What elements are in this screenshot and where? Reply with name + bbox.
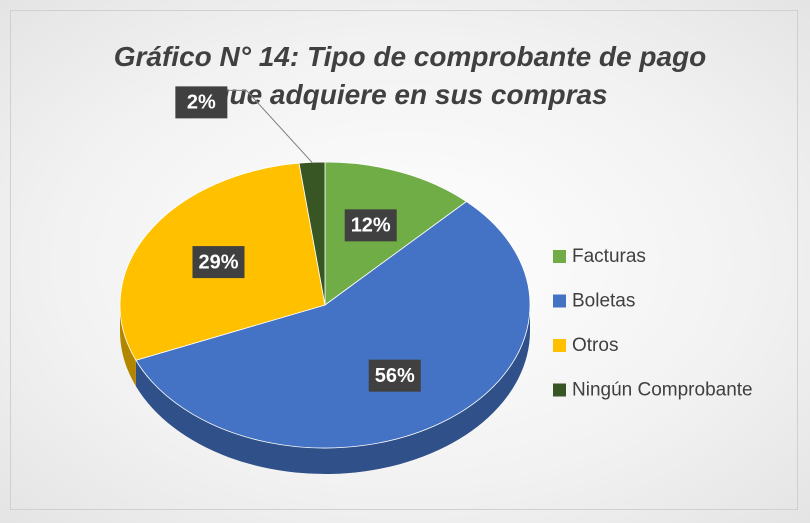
data-label: 12% [351, 215, 391, 237]
legend-swatch [553, 250, 566, 263]
data-label-box [192, 246, 245, 279]
chart-frame [10, 10, 798, 510]
data-label-box [368, 359, 421, 392]
legend-label: Boletas [572, 291, 635, 312]
data-label-box [344, 209, 397, 242]
leader-line [226, 89, 313, 163]
data-label: 56% [375, 365, 415, 387]
legend-label: Ningún Comprobante [572, 380, 753, 401]
legend-swatch [553, 294, 566, 308]
data-label: 2% [187, 92, 216, 114]
data-label-box [175, 86, 228, 119]
legend-label: Otros [572, 335, 618, 356]
legend-swatch [553, 383, 566, 397]
pie-side [120, 305, 136, 387]
legend-label: Facturas [572, 246, 646, 267]
pie-side [135, 305, 531, 474]
chart-title: Gráfico N° 14: Tipo de comprobante de pa… [113, 41, 707, 110]
data-label: 29% [198, 251, 238, 273]
legend-swatch [553, 339, 566, 352]
pie-slice [135, 201, 531, 449]
